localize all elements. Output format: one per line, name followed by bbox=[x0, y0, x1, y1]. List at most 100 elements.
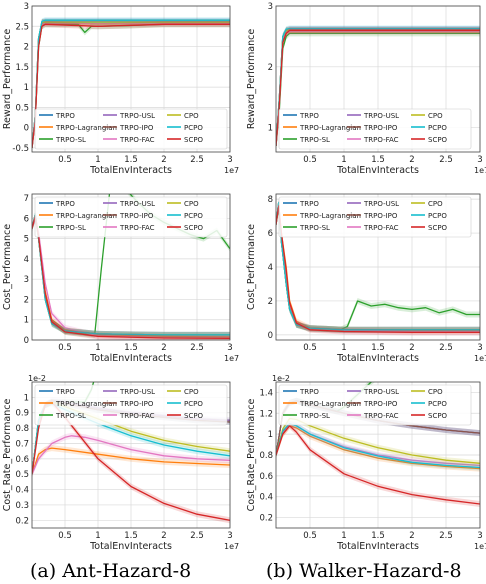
x-axis-label: TotalEnvInteracts bbox=[89, 353, 172, 364]
legend-label: TRPO bbox=[299, 388, 319, 396]
x-tick-label: 0.5 bbox=[303, 343, 317, 353]
y-tick-label: 1.5 bbox=[15, 63, 29, 73]
y-tick-label: 0.2 bbox=[15, 516, 29, 526]
x-tick-label: 0.5 bbox=[58, 155, 72, 165]
x-tick-label: 2.5 bbox=[190, 343, 204, 353]
legend-label: TRPO-IPO bbox=[363, 400, 398, 408]
legend-label: TRPO-IPO bbox=[119, 400, 154, 408]
legend-label: TRPO-Lagrangian bbox=[299, 124, 361, 132]
legend-label: TRPO-SL bbox=[55, 136, 86, 144]
x-axis-label: TotalEnvInteracts bbox=[336, 541, 419, 552]
y-axis-label: Cost_Performance bbox=[2, 224, 13, 310]
x-tick-label: 2 bbox=[161, 343, 166, 353]
legend-label: CPO bbox=[184, 388, 199, 396]
y-tick-label: 2 bbox=[24, 43, 29, 53]
legend: TRPO TRPO-Lagrangian TRPO-SL TRPO-USL TRPO-I… bbox=[34, 384, 228, 426]
legend-label: TRPO-USL bbox=[363, 200, 399, 208]
x-tick-label: 1.5 bbox=[371, 155, 385, 165]
x-axis-label: TotalEnvInteracts bbox=[336, 165, 419, 176]
y-tick-label: 3 bbox=[24, 2, 29, 12]
y-tick-label: 2 bbox=[24, 295, 29, 305]
y-tick-label: 6 bbox=[268, 229, 273, 239]
legend: TRPO TRPO-Lagrangian TRPO-SL TRPO-USL TRPO-I… bbox=[278, 108, 472, 150]
legend: TRPO TRPO-Lagrangian TRPO-SL TRPO-USL TRPO-I… bbox=[278, 384, 472, 426]
legend-label: SCPO bbox=[428, 412, 448, 420]
plot-frame bbox=[275, 381, 481, 529]
panel-a-reward: 0.5 1 1.5 2 2.5 3 -0.5 0 0.5 1 1.5 2 2.5 3 TotalEnvInt… bbox=[2, 2, 239, 176]
series-line-scpo bbox=[32, 23, 230, 148]
y-tick-label: 0.4 bbox=[15, 486, 29, 496]
legend-label: TRPO bbox=[55, 200, 75, 208]
legend-label: PCPO bbox=[428, 212, 447, 220]
plot-frame bbox=[275, 5, 481, 153]
y-tick-label: 0 bbox=[24, 124, 29, 134]
x-tick-label: 1.5 bbox=[124, 343, 138, 353]
legend-label: TRPO-USL bbox=[119, 112, 155, 120]
series-line-scpo bbox=[276, 425, 480, 505]
legend-label: TRPO-IPO bbox=[363, 212, 398, 220]
x-tick-label: 2.5 bbox=[190, 531, 204, 541]
x-exponent-label: 1e7 bbox=[224, 542, 239, 551]
x-tick-label: 2.5 bbox=[439, 343, 453, 353]
y-axis-label: Cost_Performance bbox=[246, 224, 257, 310]
x-tick-label: 3 bbox=[477, 531, 482, 541]
x-exponent-label: 1e7 bbox=[474, 354, 486, 363]
y-tick-label: 3 bbox=[24, 275, 29, 285]
caption-walker-hazard: (b) Walker-Hazard-8 bbox=[266, 560, 462, 582]
y-tick-label: 0.3 bbox=[15, 501, 29, 511]
series-band-trpo-lagrangian bbox=[32, 445, 230, 478]
legend: TRPO TRPO-Lagrangian TRPO-SL TRPO-USL TRPO-I… bbox=[278, 196, 472, 238]
legend-label: SCPO bbox=[184, 224, 204, 232]
x-tick-label: 3 bbox=[227, 531, 232, 541]
x-tick-label: 3 bbox=[477, 155, 482, 165]
y-tick-label: 5 bbox=[24, 235, 29, 245]
x-tick-label: 1.5 bbox=[124, 155, 138, 165]
series-band-trpo-ipo bbox=[32, 211, 230, 338]
y-tick-label: 2 bbox=[268, 297, 273, 307]
legend-label: SCPO bbox=[428, 224, 448, 232]
legend-label: TRPO-IPO bbox=[119, 124, 154, 132]
series-band-pcpo bbox=[32, 211, 230, 338]
x-tick-label: 1.5 bbox=[124, 531, 138, 541]
legend-label: TRPO-SL bbox=[299, 224, 330, 232]
x-tick-label: 2.5 bbox=[439, 155, 453, 165]
series-line-trpo-fac bbox=[32, 435, 230, 475]
x-tick-label: 3 bbox=[227, 155, 232, 165]
series-line-trpo-lagrangian bbox=[32, 447, 230, 475]
y-tick-label: 0.6 bbox=[15, 455, 29, 465]
series-band-trpo-ipo bbox=[276, 397, 480, 458]
legend-label: TRPO-USL bbox=[363, 112, 399, 120]
series-band-cpo bbox=[32, 211, 230, 338]
x-exponent-label: 1e7 bbox=[224, 354, 239, 363]
y-tick-label: 1 bbox=[24, 393, 29, 403]
legend-label: TRPO bbox=[299, 112, 319, 120]
x-tick-label: 1 bbox=[341, 531, 346, 541]
y-tick-label: 0.9 bbox=[15, 409, 29, 419]
y-tick-label: 1.4 bbox=[259, 388, 273, 398]
x-tick-label: 1.5 bbox=[371, 531, 385, 541]
legend-label: TRPO bbox=[299, 200, 319, 208]
y-tick-label: 8 bbox=[268, 195, 273, 205]
y-tick-label: 7 bbox=[24, 194, 29, 204]
y-tick-label: 0.7 bbox=[15, 439, 29, 449]
legend-label: CPO bbox=[428, 388, 443, 396]
legend-label: PCPO bbox=[428, 400, 447, 408]
x-tick-label: 2 bbox=[161, 155, 166, 165]
legend-label: SCPO bbox=[184, 412, 204, 420]
y-tick-label: 0.8 bbox=[15, 424, 29, 434]
x-tick-label: 0.5 bbox=[58, 343, 72, 353]
y-axis-label: Reward_Performance bbox=[246, 29, 257, 129]
panel-b-cost: 0.5 1 1.5 2 2.5 3 0 2 4 6 8 TotalEnvInteracts Cost_P… bbox=[246, 193, 486, 364]
legend-label: TRPO-FAC bbox=[119, 224, 155, 232]
plot-frame bbox=[31, 381, 231, 529]
y-tick-label: 6 bbox=[24, 214, 29, 224]
x-exponent-label: 1e7 bbox=[224, 166, 239, 175]
y-tick-label: 2.5 bbox=[15, 22, 29, 32]
legend-label: PCPO bbox=[428, 124, 447, 132]
series-band-trpo bbox=[276, 397, 480, 458]
x-tick-label: 1 bbox=[95, 531, 100, 541]
x-tick-label: 2 bbox=[409, 155, 414, 165]
legend: TRPO TRPO-Lagrangian TRPO-SL TRPO-USL TRPO-I… bbox=[34, 108, 228, 150]
legend-label: TRPO-FAC bbox=[363, 136, 399, 144]
y-tick-label: 4 bbox=[24, 255, 29, 265]
